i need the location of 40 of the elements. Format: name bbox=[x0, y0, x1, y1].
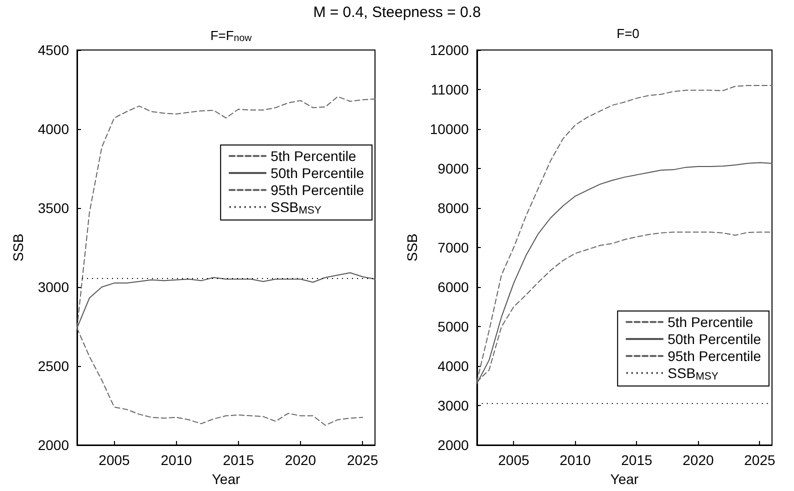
y-axis-title: SSB bbox=[404, 233, 420, 262]
x-tick-label: 2020 bbox=[682, 452, 714, 468]
y-tick-label: 3000 bbox=[438, 398, 470, 414]
x-tick-label: 2015 bbox=[621, 452, 652, 468]
legend-label: 95th Percentile bbox=[668, 348, 762, 364]
line-series bbox=[76, 272, 376, 329]
chart-title: F=0 bbox=[616, 26, 640, 41]
y-tick-label: 9000 bbox=[438, 160, 470, 176]
y-tick-label: 7000 bbox=[438, 240, 470, 256]
x-tick-label: 2025 bbox=[347, 452, 378, 468]
legend-label: 5th Percentile bbox=[668, 314, 754, 330]
legend-label: 95th Percentile bbox=[270, 182, 364, 198]
legend-label: 50th Percentile bbox=[668, 331, 762, 347]
y-tick-label: 4000 bbox=[38, 121, 70, 137]
y-tick-label: 8000 bbox=[438, 200, 470, 216]
x-axis-title: Year bbox=[212, 470, 240, 487]
y-tick-label: 11000 bbox=[430, 82, 470, 98]
legend-label: 5th Percentile bbox=[270, 148, 356, 164]
y-tick-label: 2000 bbox=[438, 437, 470, 453]
y-tick-label: 12000 bbox=[430, 42, 470, 58]
text: M = 0.4, Steepness = 0.8 bbox=[312, 4, 482, 21]
y-tick-label: 4500 bbox=[38, 42, 70, 58]
x-tick-label: 2025 bbox=[744, 452, 776, 468]
x-tick-label: 2010 bbox=[160, 452, 192, 468]
x-axis-title: Year bbox=[610, 470, 639, 487]
y-tick-label: 6000 bbox=[438, 279, 470, 295]
y-tick-label: 2500 bbox=[38, 358, 70, 374]
x-tick-label: 2005 bbox=[98, 452, 130, 468]
y-tick-label: 10000 bbox=[430, 121, 470, 137]
x-tick-label: 2010 bbox=[560, 452, 591, 468]
x-tick-label: 2020 bbox=[284, 452, 316, 468]
x-tick-label: 2015 bbox=[222, 452, 254, 468]
y-tick-label: 3000 bbox=[38, 279, 70, 295]
y-axis-title: SSB bbox=[10, 233, 26, 262]
y-tick-label: 2000 bbox=[38, 437, 70, 453]
x-tick-label: 2005 bbox=[498, 452, 530, 468]
y-tick-label: 3500 bbox=[38, 200, 70, 216]
y-tick-label: 5000 bbox=[438, 318, 470, 334]
y-tick-label: 4000 bbox=[438, 358, 470, 374]
legend-label: 50th Percentile bbox=[270, 165, 364, 181]
